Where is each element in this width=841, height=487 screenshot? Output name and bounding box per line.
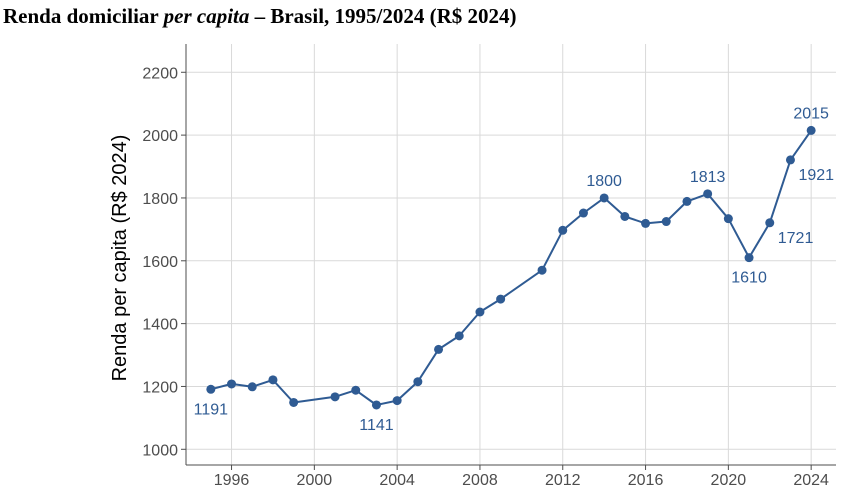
data-labels: 1191 1141 1800 1813 1610 1721 1921 2015 [194, 105, 835, 434]
data-point [703, 189, 713, 199]
data-point [434, 344, 444, 354]
data-point [723, 214, 733, 224]
data-label: 1610 [731, 270, 767, 287]
data-point [227, 379, 237, 389]
data-point [268, 375, 278, 385]
data-point [744, 253, 754, 263]
data-label: 1721 [778, 230, 814, 247]
y-tick-label: 2200 [142, 65, 178, 82]
data-label: 1921 [798, 167, 834, 184]
data-label: 2015 [793, 105, 829, 122]
x-tick-label: 2012 [545, 472, 581, 487]
data-point [578, 208, 588, 218]
data-point [247, 382, 257, 392]
chart-title-italic: per capita [163, 4, 250, 28]
data-label: 1800 [586, 173, 622, 190]
data-point [620, 211, 630, 221]
data-point [371, 400, 381, 410]
series [206, 125, 816, 410]
data-point [454, 331, 464, 341]
data-label: 1813 [690, 169, 726, 186]
data-point [806, 125, 816, 135]
data-label: 1191 [194, 401, 229, 418]
y-tick-label: 1400 [142, 317, 178, 334]
data-point [289, 397, 299, 407]
data-point [475, 307, 485, 317]
x-tick-label: 2024 [793, 472, 829, 487]
y-tick-label: 1000 [142, 442, 178, 459]
data-point [765, 218, 775, 228]
x-tick-label: 2004 [379, 472, 415, 487]
y-tick-label: 2000 [142, 128, 178, 145]
chart-title: Renda domiciliar per capita – Brasil, 19… [3, 4, 517, 29]
data-point [413, 377, 423, 387]
y-tick-label: 1600 [142, 254, 178, 271]
y-tick-label: 1800 [142, 191, 178, 208]
data-point [206, 384, 216, 394]
data-point [682, 196, 692, 206]
data-point [537, 265, 547, 275]
x-tick-label: 2016 [628, 472, 664, 487]
series-line [210, 129, 813, 406]
data-point [785, 155, 795, 165]
data-point [392, 396, 402, 406]
axes: 1000 1200 1400 1600 1800 2000 2200 1996 2000 2004… [142, 44, 836, 487]
x-tick-label: 1996 [214, 472, 250, 487]
y-tick-label: 1200 [142, 379, 178, 396]
data-point [330, 392, 340, 402]
x-tick-label: 2020 [711, 472, 747, 487]
data-point [558, 225, 568, 235]
data-point [661, 217, 671, 227]
data-point [599, 193, 609, 203]
chart-title-part1: Renda domiciliar [3, 4, 164, 28]
data-point [641, 218, 651, 228]
x-tick-label: 2008 [462, 472, 498, 487]
grid-lines [186, 44, 836, 465]
x-tick-label: 2000 [297, 472, 333, 487]
data-point [351, 385, 361, 395]
data-point [496, 294, 506, 304]
data-label: 1141 [359, 417, 394, 434]
y-axis-title: Renda per capita (R$ 2024) [109, 135, 131, 382]
chart-title-part3: – Brasil, 1995/2024 (R$ 2024) [249, 4, 517, 28]
